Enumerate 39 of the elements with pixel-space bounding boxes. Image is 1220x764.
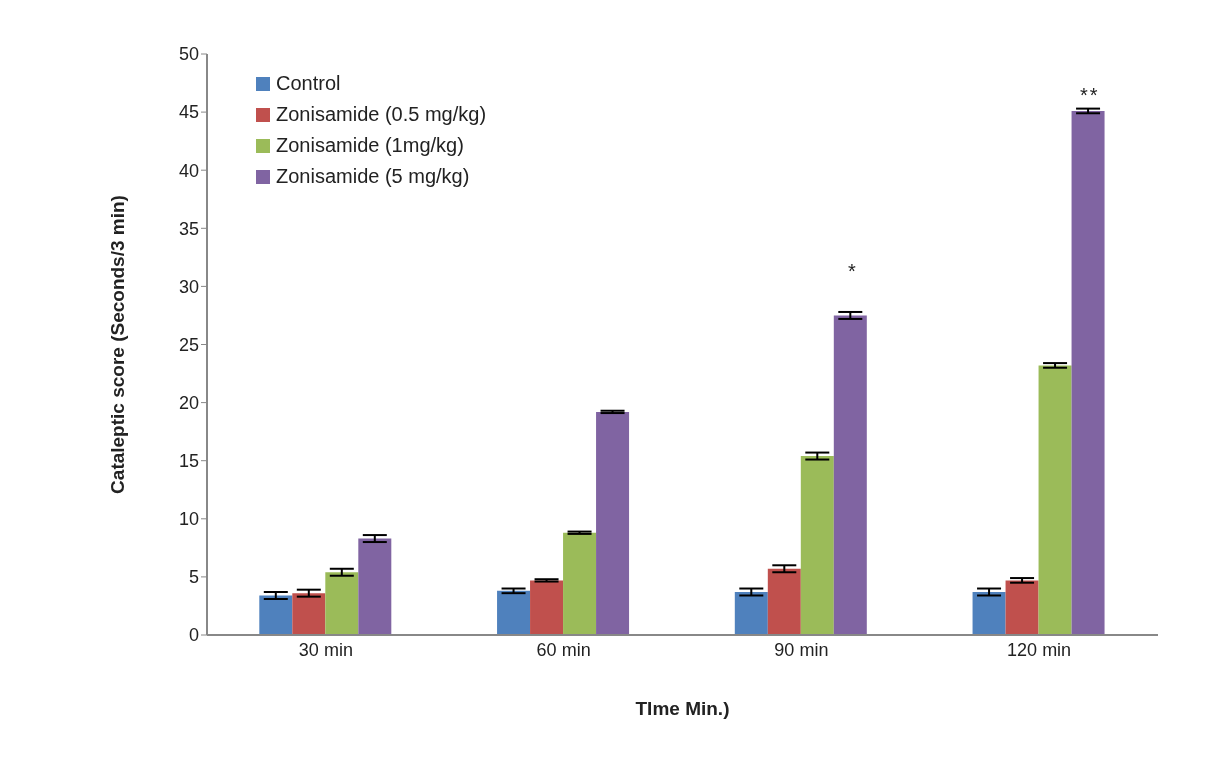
bar: [292, 593, 326, 635]
y-axis-title: Cataleptic score (Seconds/3 min): [106, 195, 128, 494]
y-tick-label: 10: [178, 509, 199, 530]
y-tick-label: 50: [178, 44, 199, 65]
bar: [1005, 580, 1039, 635]
legend-label: Control: [276, 72, 341, 95]
bar: [1038, 365, 1072, 635]
x-tick-label: 90 min: [774, 639, 829, 660]
bar: [972, 592, 1006, 635]
y-tick-label: 15: [178, 451, 199, 472]
y-tick-label: 30: [178, 276, 199, 297]
x-tick-label: 60 min: [536, 639, 591, 660]
bar: [358, 538, 392, 635]
y-tick-label: 20: [178, 392, 199, 413]
legend-label: Zonisamide (1mg/kg): [276, 134, 464, 157]
y-tick-label: 35: [178, 218, 199, 239]
bar: [497, 590, 531, 635]
bar: [325, 572, 359, 635]
bar: [530, 580, 564, 635]
annotation: **: [1080, 84, 1100, 107]
y-tick-label: 25: [178, 334, 199, 355]
bar: [800, 456, 834, 635]
bar: [596, 411, 630, 635]
legend-label: Zonisamide (0.5 mg/kg): [276, 103, 487, 126]
x-tick-label: 120 min: [1007, 639, 1072, 660]
bar: [1071, 110, 1105, 635]
y-tick-label: 0: [188, 625, 199, 646]
bar: [563, 532, 597, 635]
x-tick-label: 30 min: [298, 639, 353, 660]
y-tick-label: 45: [178, 102, 199, 123]
bar: [767, 568, 801, 635]
y-tick-label: 5: [188, 567, 199, 588]
bar: [833, 315, 867, 635]
annotation: *: [848, 260, 858, 283]
y-tick-label: 40: [178, 160, 199, 181]
legend-label: Zonisamide (5 mg/kg): [276, 165, 470, 188]
x-axis-title: TIme Min.): [635, 698, 730, 719]
bar: [259, 595, 293, 635]
bar: [734, 592, 768, 635]
